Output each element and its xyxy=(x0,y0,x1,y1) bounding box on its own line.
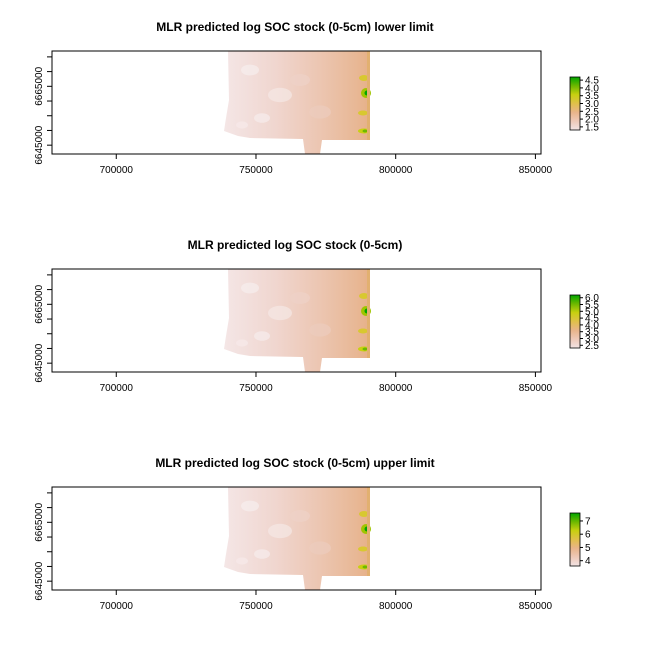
legend-label: 2.5 xyxy=(585,107,599,118)
map-panel-lower-limit: MLR predicted log SOC stock (0-5cm) lowe… xyxy=(0,0,653,218)
y-tick-label: 6665000 xyxy=(34,66,45,105)
map-plot: 700000 750000 800000 850000 6645000 6665000 1.… xyxy=(34,50,599,176)
raster-hotspot xyxy=(362,347,368,351)
raster-texture xyxy=(268,523,292,539)
plot-frame xyxy=(51,486,542,591)
raster-hotspot xyxy=(359,511,369,517)
raster-edge xyxy=(367,269,370,358)
raster-hotspot xyxy=(358,328,368,334)
y-tick-label: 6665000 xyxy=(34,284,45,323)
legend-label: 2.5 xyxy=(585,341,599,352)
x-tick-label: 800000 xyxy=(379,165,413,176)
legend-label: 3.5 xyxy=(585,91,599,102)
legend-label: 2.0 xyxy=(585,115,599,126)
raster-region xyxy=(224,51,370,154)
y-tick-label: 6645000 xyxy=(34,125,45,164)
x-tick-label: 750000 xyxy=(239,165,273,176)
chart-title: MLR predicted log SOC stock (0-5cm) xyxy=(187,238,403,252)
x-tick-label: 850000 xyxy=(519,165,553,176)
legend-label: 5.5 xyxy=(585,300,599,311)
x-tick-label: 750000 xyxy=(239,383,273,394)
raster-texture xyxy=(309,323,331,337)
raster-texture xyxy=(254,549,270,559)
raster-texture xyxy=(290,510,310,522)
raster-hotspot xyxy=(359,293,369,299)
x-tick-label: 850000 xyxy=(519,601,553,612)
raster-texture xyxy=(236,557,248,565)
map-plot: 700000 750000 800000 850000 6645000 6665000 4 5… xyxy=(34,486,591,612)
raster-texture xyxy=(241,282,259,294)
raster-hotspot xyxy=(362,129,368,133)
legend-label: 6 xyxy=(585,530,591,541)
legend-label: 7 xyxy=(585,516,591,527)
raster-texture xyxy=(268,87,292,103)
legend-label: 3.0 xyxy=(585,99,599,110)
chart-title: MLR predicted log SOC stock (0-5cm) uppe… xyxy=(155,456,435,470)
legend-colorbar xyxy=(569,294,581,349)
raster-texture xyxy=(309,105,331,119)
raster-texture xyxy=(290,292,310,304)
plot-frame xyxy=(51,268,542,373)
legend-label: 1.5 xyxy=(585,122,599,133)
x-tick-label: 700000 xyxy=(100,601,134,612)
map-panel-mean: MLR predicted log SOC stock (0-5cm) 7000… xyxy=(0,218,653,436)
raster-edge xyxy=(367,51,370,140)
raster-texture xyxy=(241,500,259,512)
raster-hotspot xyxy=(358,546,368,552)
legend-label: 4 xyxy=(585,556,591,567)
raster-hotspot xyxy=(358,110,368,116)
y-tick-label: 6645000 xyxy=(34,343,45,382)
legend-label: 3.5 xyxy=(585,327,599,338)
raster-texture xyxy=(254,113,270,123)
x-tick-label: 700000 xyxy=(100,383,134,394)
x-tick-label: 800000 xyxy=(379,601,413,612)
x-tick-label: 700000 xyxy=(100,165,134,176)
raster-region xyxy=(224,487,370,590)
y-tick-label: 6665000 xyxy=(34,502,45,541)
raster-region xyxy=(224,269,370,372)
legend-label: 4.5 xyxy=(585,314,599,325)
chart-title: MLR predicted log SOC stock (0-5cm) lowe… xyxy=(156,20,434,34)
raster-texture xyxy=(236,339,248,347)
raster-edge xyxy=(367,487,370,576)
legend-label: 4.0 xyxy=(585,320,599,331)
raster-hotspot xyxy=(362,565,368,569)
legend-label: 5.0 xyxy=(585,307,599,318)
y-tick-label: 6645000 xyxy=(34,561,45,600)
plot-frame xyxy=(51,50,542,155)
x-tick-label: 750000 xyxy=(239,601,273,612)
legend-colorbar xyxy=(569,512,581,567)
raster-hotspot xyxy=(359,75,369,81)
x-tick-label: 800000 xyxy=(379,383,413,394)
raster-texture xyxy=(309,541,331,555)
raster-texture xyxy=(241,64,259,76)
legend-label: 5 xyxy=(585,543,591,554)
map-plot: 700000 750000 800000 850000 6645000 6665000 2.… xyxy=(34,268,599,394)
legend-label: 3.0 xyxy=(585,334,599,345)
map-panel-upper-limit: MLR predicted log SOC stock (0-5cm) uppe… xyxy=(0,436,653,654)
raster-texture xyxy=(290,74,310,86)
legend-label: 6.0 xyxy=(585,293,599,304)
raster-texture xyxy=(254,331,270,341)
raster-texture xyxy=(268,305,292,321)
raster-texture xyxy=(236,121,248,129)
legend-label: 4.0 xyxy=(585,83,599,94)
x-tick-label: 850000 xyxy=(519,383,553,394)
legend-label: 4.5 xyxy=(585,76,599,87)
legend-colorbar xyxy=(569,76,581,131)
